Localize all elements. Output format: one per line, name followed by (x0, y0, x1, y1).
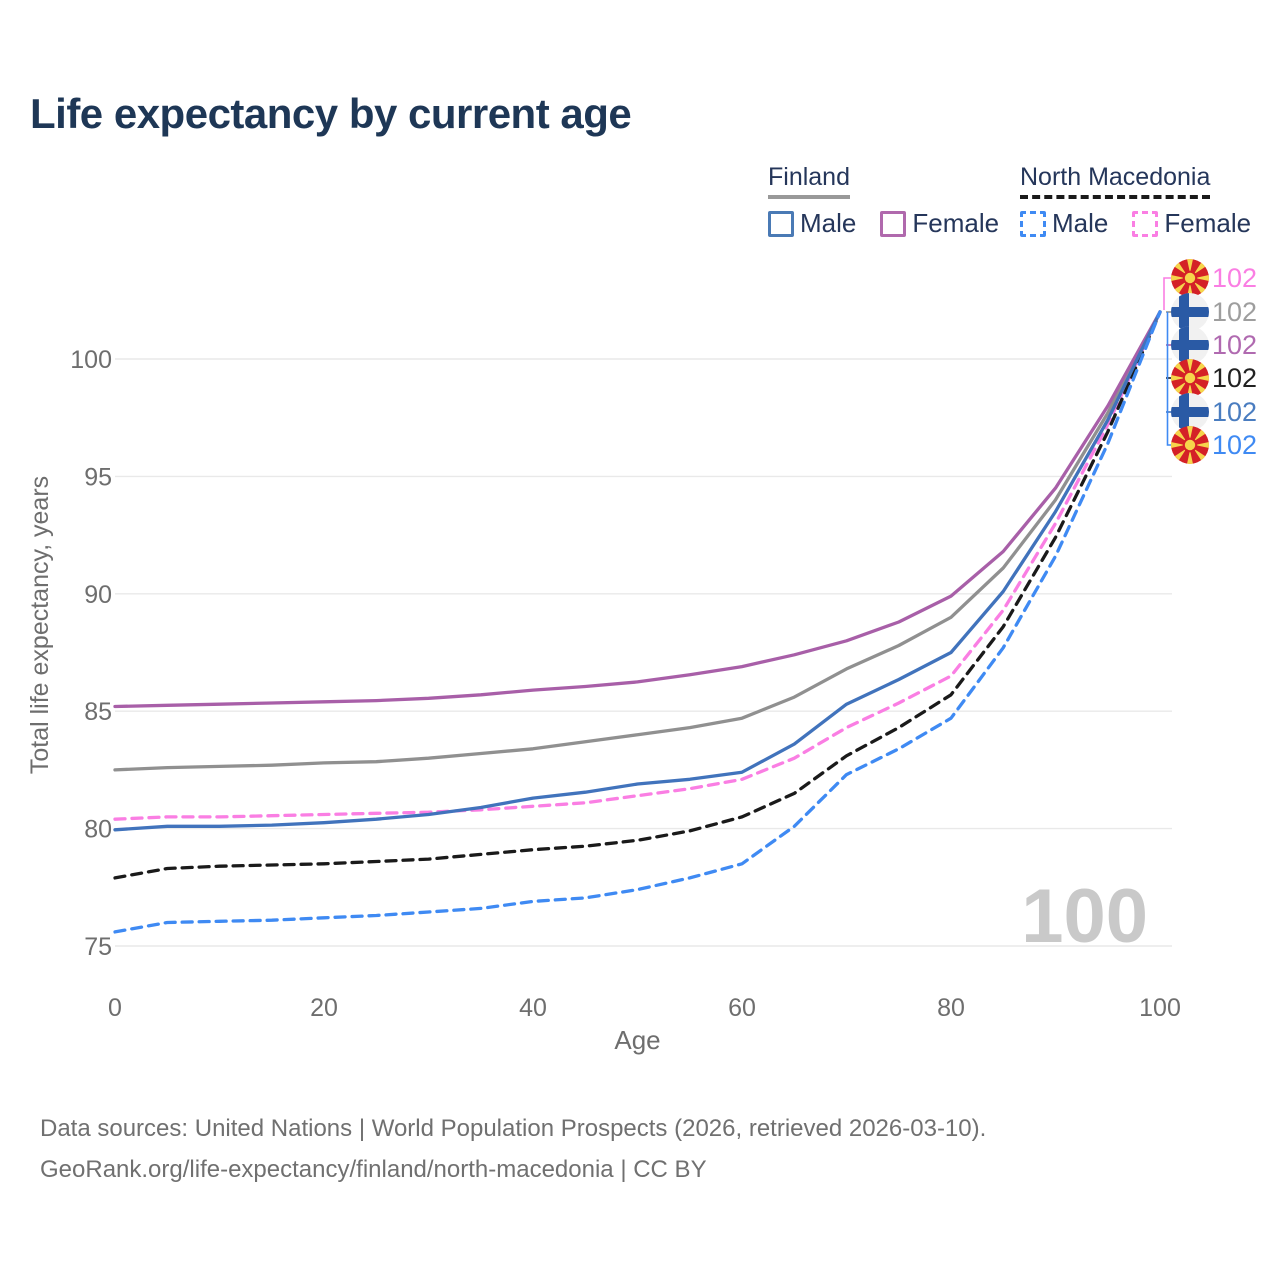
y-tick-label: 90 (84, 581, 112, 609)
series-line-north-macedonia-female (113, 310, 1162, 821)
finland-female-swatch-icon (880, 210, 907, 237)
end-label-leader-north-macedonia-female (1163, 277, 1171, 311)
legend-items-finland: Male Female (768, 208, 999, 239)
data-sources: Data sources: United Nations | World Pop… (40, 1108, 986, 1190)
legend-country-north-macedonia[interactable]: North Macedonia (1020, 163, 1211, 199)
series-line-north-macedonia-both (113, 310, 1162, 880)
series-line-north-macedonia-male (113, 310, 1162, 934)
x-tick-label: 40 (519, 994, 547, 1022)
legend-item-label: Female (1164, 208, 1252, 238)
legend-item-label: Male (1052, 208, 1109, 238)
north-macedonia-flag-icon (1171, 359, 1209, 397)
series-line-finland-male (113, 310, 1162, 832)
end-label-north-macedonia-both: 102 (1212, 363, 1257, 393)
x-tick-label: 80 (937, 994, 965, 1022)
north-macedonia-flag-icon (1171, 259, 1209, 297)
x-tick-label: 60 (728, 994, 756, 1022)
finland-flag-icon (1171, 293, 1209, 331)
x-axis-title: Age (614, 1025, 660, 1055)
end-label-finland-male: 102 (1212, 397, 1257, 427)
north-macedonia-female-swatch-icon (1132, 210, 1159, 237)
legend-item-label: Female (912, 208, 1000, 238)
y-tick-label: 80 (84, 816, 112, 844)
legend-item-north-macedonia-female[interactable]: Female (1132, 208, 1251, 239)
y-tick-label: 100 (70, 346, 112, 374)
finland-flag-icon (1171, 393, 1209, 431)
x-tick-label: 100 (1139, 994, 1181, 1022)
end-label-north-macedonia-female: 102 (1212, 263, 1257, 293)
page-title: Life expectancy by current age (30, 90, 632, 137)
legend-item-label: Male (800, 208, 857, 238)
age-watermark: 100 (1021, 874, 1148, 959)
end-label-finland-both: 102 (1212, 297, 1257, 327)
legend-item-finland-female[interactable]: Female (880, 208, 999, 239)
legend-group-finland: Finland Male Female (768, 163, 999, 239)
series-line-finland-both (113, 310, 1162, 772)
legend-items-north-macedonia: Male Female (1020, 208, 1251, 239)
legend-group-north-macedonia: North Macedonia Male Female (1020, 163, 1251, 239)
legend-country-finland[interactable]: Finland (768, 163, 850, 199)
x-tick-label: 20 (310, 994, 338, 1022)
data-sources-line1: Data sources: United Nations | World Pop… (40, 1115, 987, 1142)
end-label-north-macedonia-male: 102 (1212, 430, 1257, 460)
y-tick-label: 85 (84, 698, 112, 726)
end-label-finland-female: 102 (1212, 330, 1257, 360)
y-tick-label: 95 (84, 463, 112, 491)
data-sources-line2: GeoRank.org/life-expectancy/finland/nort… (40, 1156, 707, 1183)
series-line-finland-female (113, 310, 1162, 709)
north-macedonia-flag-icon (1171, 426, 1209, 464)
y-tick-label: 75 (84, 933, 112, 961)
end-label-leader-north-macedonia-male (1166, 312, 1171, 446)
y-axis-title: Total life expectancy, years (26, 476, 54, 774)
finland-flag-icon (1171, 326, 1209, 364)
finland-male-swatch-icon (768, 210, 794, 237)
north-macedonia-male-swatch-icon (1020, 210, 1046, 237)
x-tick-label: 0 (108, 994, 122, 1022)
legend-item-north-macedonia-male[interactable]: Male (1020, 208, 1108, 239)
legend-item-finland-male[interactable]: Male (768, 208, 856, 239)
